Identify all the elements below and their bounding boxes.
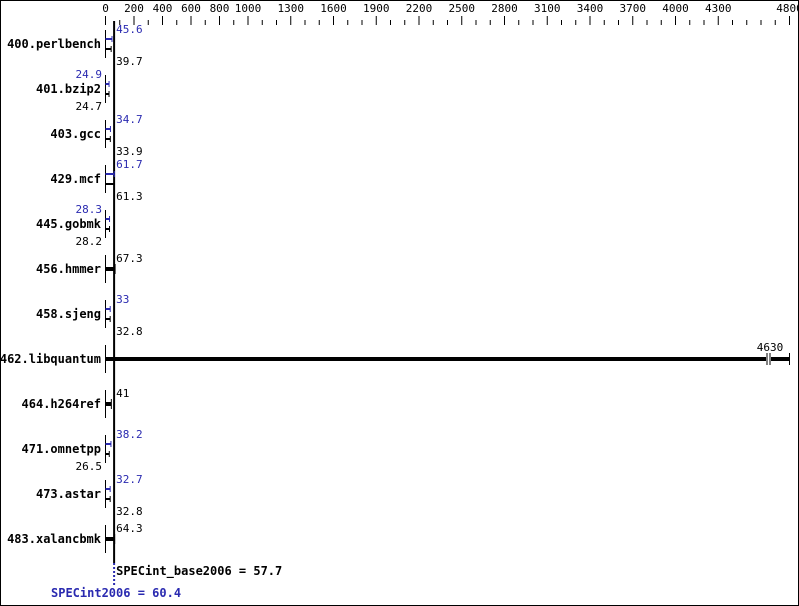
x-tick-label: 4300 (705, 2, 732, 15)
peak-summary-label: SPECint2006 = 60.4 (51, 586, 181, 600)
base-value-label: 32.8 (116, 325, 142, 338)
x-tick-label: 600 (181, 2, 201, 15)
benchmark-label: 429.mcf (50, 172, 101, 186)
benchmark-label: 464.h264ref (22, 397, 101, 411)
benchmark-label: 473.astar (36, 487, 101, 501)
x-tick-label: 2200 (406, 2, 433, 15)
peak-value-label: 45.6 (116, 23, 142, 36)
x-tick-label: 1300 (278, 2, 305, 15)
x-tick-label: 3100 (534, 2, 561, 15)
axis-break (766, 353, 771, 365)
base-value-label: 33.9 (116, 145, 142, 158)
peak-value-label: 33 (116, 293, 129, 306)
benchmark-label: 456.hmmer (36, 262, 101, 276)
benchmark-label: 471.omnetpp (22, 442, 101, 456)
base-value-label: 61.3 (116, 190, 142, 203)
base-summary-label: SPECint_base2006 = 57.7 (116, 564, 282, 579)
benchmark-label: 462.libquantum (1, 352, 101, 366)
x-tick-label: 4000 (662, 2, 689, 15)
peak-value-label: 38.2 (116, 428, 142, 441)
base-value-label: 24.7 (76, 100, 103, 113)
x-tick-label: 800 (210, 2, 230, 15)
x-tick-label: 4800 (776, 2, 798, 15)
peak-value-label: 61.7 (116, 158, 142, 171)
x-tick-label: 200 (124, 2, 144, 15)
benchmark-label: 400.perlbench (7, 37, 101, 51)
base-value-label: 28.2 (76, 235, 103, 248)
benchmark-label: 401.bzip2 (36, 82, 101, 96)
peak-value-label: 32.7 (116, 473, 142, 486)
base-value-label: 26.5 (76, 460, 103, 473)
base-value-label: 67.3 (116, 252, 142, 265)
base-value-label: 39.7 (116, 55, 142, 68)
x-tick-label: 1600 (320, 2, 347, 15)
peak-value-label: 28.3 (76, 203, 103, 216)
peak-value-label: 24.9 (76, 68, 103, 81)
x-tick-label: 3700 (620, 2, 647, 15)
x-tick-label: 1900 (363, 2, 390, 15)
benchmark-label: 483.xalancbmk (7, 532, 102, 546)
x-tick-label: 400 (153, 2, 173, 15)
base-value-label: 41 (116, 387, 129, 400)
x-tick-label: 2500 (449, 2, 476, 15)
benchmark-label: 445.gobmk (36, 217, 102, 231)
benchmark-label: 403.gcc (50, 127, 101, 141)
base-value-label: 64.3 (116, 522, 142, 535)
x-tick-label: 3400 (577, 2, 604, 15)
peak-value-label: 34.7 (116, 113, 142, 126)
x-tick-label: 1000 (235, 2, 262, 15)
x-tick-label: 0 (102, 2, 109, 15)
x-tick-label: 2800 (491, 2, 518, 15)
benchmark-label: 458.sjeng (36, 307, 101, 321)
base-value-label: 4630 (757, 341, 784, 354)
base-value-label: 32.8 (116, 505, 142, 518)
